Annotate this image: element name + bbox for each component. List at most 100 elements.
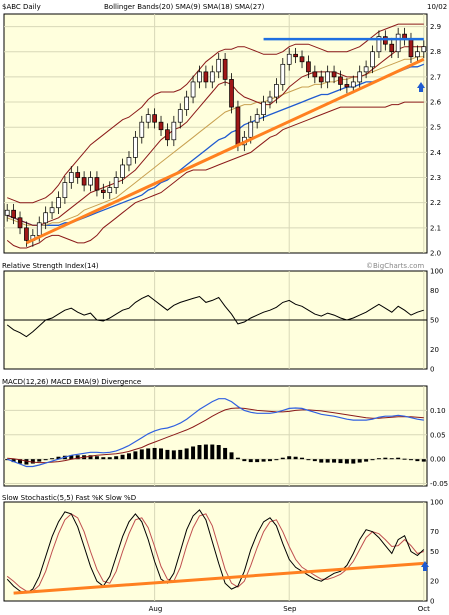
- divergence-bar: [261, 459, 266, 462]
- sma9-line: [7, 46, 424, 226]
- candle: [312, 71, 318, 78]
- stoch-tick-label: 50: [430, 548, 439, 556]
- rsi-title: Relative Strength Index(14): [2, 262, 99, 270]
- macd-tick-label: 0.05: [430, 431, 446, 439]
- stochastic-title: Slow Stochastic(5,5) Fast %K Slow %D: [2, 494, 136, 502]
- macd-tick-label: 0.00: [430, 456, 446, 464]
- candle: [133, 136, 138, 158]
- divergence-bar: [178, 449, 183, 460]
- divergence-bar: [69, 455, 74, 460]
- divergence-bar: [171, 450, 176, 460]
- candle: [338, 76, 343, 85]
- divergence-bar: [75, 455, 80, 460]
- divergence-bar: [357, 459, 362, 463]
- divergence-bar: [325, 459, 330, 463]
- price-tick-label: 2.4: [430, 149, 442, 157]
- divergence-bar: [389, 458, 394, 460]
- macd-frame: [3, 385, 428, 487]
- divergence-bar: [344, 459, 349, 464]
- candle: [75, 172, 81, 178]
- rsi-tick-label: 80: [430, 287, 439, 295]
- divergence-bar: [120, 454, 125, 460]
- support-trendline: [25, 57, 425, 245]
- rsi-tick-label: 100: [430, 268, 443, 276]
- divergence-bar: [274, 459, 279, 461]
- stoch-tick-label: 0: [430, 598, 434, 606]
- candle: [197, 71, 202, 83]
- candle: [11, 209, 16, 219]
- divergence-bar: [56, 456, 61, 460]
- candle: [344, 84, 350, 88]
- candle: [158, 121, 164, 131]
- divergence-bar: [287, 456, 292, 460]
- divergence-bar: [191, 446, 196, 460]
- candle: [203, 71, 209, 83]
- candle: [274, 84, 279, 98]
- bollinger-lower-line: [6, 101, 424, 249]
- macd-tick-label: -0.05: [430, 480, 448, 488]
- candle: [216, 58, 222, 73]
- macd-title: MACD(12,26) MACD EMA(9) Divergence: [2, 378, 141, 386]
- candle: [24, 227, 29, 241]
- chart-symbol: $ABC Daily: [2, 3, 41, 11]
- candle: [120, 164, 125, 178]
- divergence-bar: [94, 456, 99, 460]
- divergence-bar: [235, 457, 240, 460]
- x-tick-label: Aug: [149, 605, 163, 613]
- candle: [171, 121, 177, 141]
- divergence-bar: [184, 448, 189, 460]
- candle: [107, 187, 113, 193]
- rsi-panel: Relative Strength Index(14) ©BigCharts.co…: [2, 262, 443, 374]
- chart-date: 10/02: [427, 3, 447, 11]
- price-tick-label: 2.1: [430, 224, 441, 232]
- divergence-bar: [197, 445, 202, 460]
- x-axis: Aug Sep Oct: [149, 605, 431, 613]
- divergence-bar: [267, 459, 272, 462]
- divergence-bar: [114, 456, 119, 460]
- divergence-bar: [107, 457, 112, 460]
- candle: [357, 71, 363, 83]
- divergence-bar: [133, 451, 138, 460]
- candle: [36, 222, 42, 236]
- candle: [4, 209, 10, 216]
- divergence-bar: [370, 459, 375, 461]
- candle: [56, 197, 61, 209]
- divergence-bar: [415, 459, 420, 462]
- candle: [363, 66, 369, 73]
- candle: [350, 81, 356, 88]
- candle: [101, 189, 106, 193]
- candle: [49, 207, 55, 214]
- candle: [68, 172, 74, 183]
- candle: [184, 96, 189, 110]
- candle: [286, 53, 292, 65]
- candle: [331, 71, 337, 78]
- candle: [383, 36, 388, 45]
- divergence-bar: [421, 459, 426, 462]
- stochastic-trendline: [13, 561, 424, 595]
- price-tick-label: 2.7: [430, 73, 441, 81]
- candle: [299, 56, 305, 63]
- price-frame: [3, 13, 428, 254]
- stoch-tick-label: 20: [430, 578, 439, 586]
- price-tick-label: 2.5: [430, 124, 441, 132]
- candle: [248, 121, 254, 138]
- divergence-bar: [30, 459, 35, 464]
- divergence-bar: [319, 459, 324, 463]
- divergence-bar: [402, 458, 407, 460]
- candle: [408, 38, 414, 58]
- candle: [209, 71, 215, 83]
- divergence-bar: [338, 459, 343, 464]
- divergence-bar: [229, 452, 234, 460]
- bollinger-upper-line: [7, 23, 424, 204]
- indicator-legend: Bollinger Bands(20) SMA(9) SMA(18) SMA(2…: [104, 3, 265, 11]
- divergence-bar: [223, 447, 228, 460]
- candle: [17, 217, 23, 229]
- candle: [81, 177, 87, 186]
- divergence-bar: [293, 456, 298, 460]
- stoch-tick-label: 70: [430, 528, 439, 536]
- candle: [88, 177, 93, 186]
- price-tick-label: 2.2: [430, 199, 441, 207]
- price-tick-label: 2.9: [430, 23, 441, 31]
- divergence-bar: [364, 459, 369, 462]
